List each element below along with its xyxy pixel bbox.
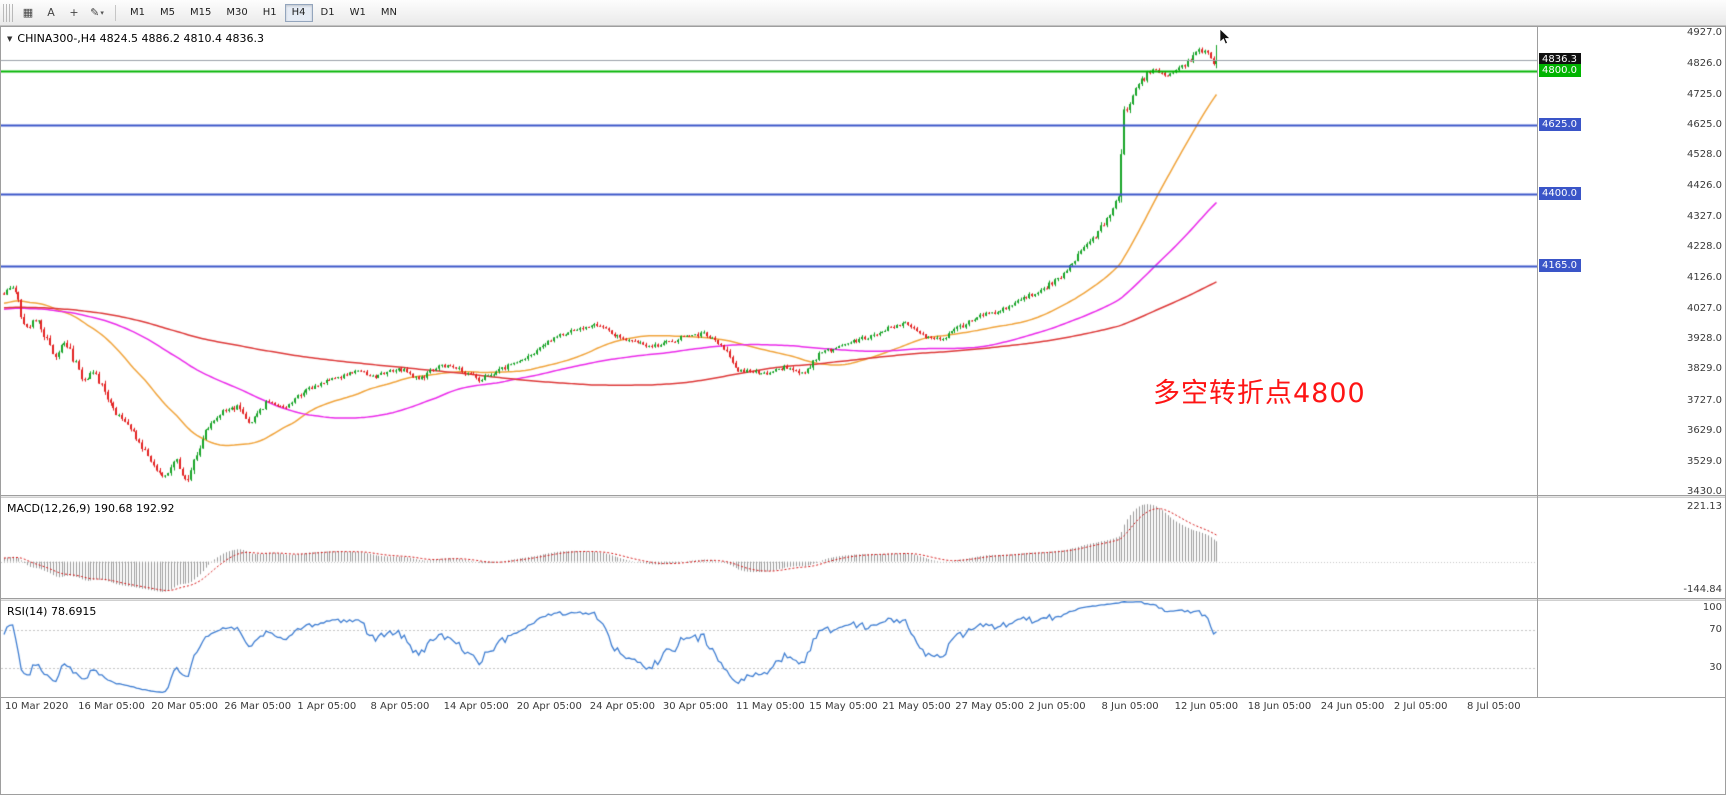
price-badge: 4400.0	[1539, 187, 1581, 201]
chart-title: ▼ CHINA300-,H4 4824.5 4886.2 4810.4 4836…	[7, 32, 264, 45]
timeframe-w1-button[interactable]: W1	[343, 4, 373, 22]
chart-menu-icon[interactable]: ▼	[7, 34, 13, 43]
time-tick: 8 Jul 05:00	[1467, 701, 1521, 712]
time-tick: 21 May 05:00	[882, 701, 951, 712]
draw-tool-button[interactable]: ✎ ▾	[86, 3, 108, 23]
time-tick: 1 Apr 05:00	[297, 701, 357, 712]
tool-button-group: ▦ A + ✎ ▾	[17, 3, 108, 23]
price-tick: 4725.0	[1687, 88, 1722, 100]
timeframe-m15-button[interactable]: M15	[183, 4, 218, 22]
chart-grid-icon: ▦	[22, 6, 34, 19]
time-tick: 24 Apr 05:00	[589, 701, 655, 712]
timeframe-mn-button[interactable]: MN	[374, 4, 404, 22]
panel-splitter[interactable]	[1, 598, 1725, 601]
timeframe-h4-button[interactable]: H4	[284, 3, 313, 22]
price-tick: 4228.0	[1687, 241, 1722, 253]
price-badge: 4625.0	[1539, 118, 1581, 132]
rsi-axis-label: 70	[1709, 623, 1722, 635]
time-tick: 2 Jul 05:00	[1393, 701, 1448, 712]
chart-title-text: CHINA300-,H4 4824.5 4886.2 4810.4 4836.3	[17, 32, 265, 45]
price-tick: 4126.0	[1687, 272, 1722, 284]
price-scale[interactable]: 4927.0 4826.0 4725.0 4625.0 4528.0 4426.0 4327…	[1537, 27, 1726, 697]
timeframe-button-group: M1 M5 M15 M30 H1 H4 D1 W1 MN	[123, 3, 404, 22]
price-tick: 3529.0	[1687, 455, 1722, 467]
time-tick: 11 May 05:00	[736, 701, 805, 712]
crosshair-tool-button[interactable]: +	[63, 3, 85, 23]
macd-indicator-label: MACD(12,26,9) 190.68 192.92	[7, 502, 175, 515]
mouse-cursor	[1219, 29, 1231, 45]
text-tool-button[interactable]: A	[40, 3, 62, 23]
rsi-indicator-label: RSI(14) 78.6915	[7, 605, 97, 618]
price-tick: 3928.0	[1687, 333, 1722, 345]
time-tick: 30 Apr 05:00	[662, 701, 729, 712]
price-tick: 3629.0	[1687, 424, 1722, 436]
rsi-axis-label: 100	[1702, 602, 1722, 613]
draw-tool-icon: ✎	[90, 6, 100, 19]
toolbar-separator	[115, 4, 116, 21]
time-tick: 20 Apr 05:00	[516, 701, 582, 712]
macd-axis-min: -144.84	[1683, 584, 1722, 595]
time-tick: 10 Mar 2020	[5, 701, 69, 712]
time-tick: 27 May 05:00	[955, 701, 1024, 712]
timeframe-m30-button[interactable]: M30	[219, 4, 254, 22]
main-chart-canvas[interactable]	[1, 27, 1537, 495]
rsi-axis-label: 30	[1709, 662, 1722, 674]
time-axis[interactable]: 10 Mar 2020 16 Mar 05:00 20 Mar 05:00 26 Ma…	[1, 698, 1537, 718]
price-tick: 4528.0	[1687, 148, 1722, 160]
time-tick: 12 Jun 05:00	[1174, 701, 1239, 712]
price-tick: 4327.0	[1687, 210, 1722, 222]
price-tick: 4027.0	[1687, 302, 1722, 314]
macd-axis-max: 221.13	[1687, 501, 1722, 512]
price-tick: 4625.0	[1687, 119, 1722, 131]
price-tick: 4927.0	[1687, 26, 1722, 38]
time-tick: 8 Jun 05:00	[1101, 701, 1159, 712]
price-badge: 4165.0	[1539, 259, 1581, 273]
price-tick: 3727.0	[1687, 394, 1722, 406]
price-tick: 4426.0	[1687, 180, 1722, 192]
time-axis-border	[1, 697, 1725, 698]
chart-annotation[interactable]: 多空转折点4800	[1153, 378, 1366, 409]
time-tick: 14 Apr 05:00	[443, 701, 509, 712]
timeframe-m5-button[interactable]: M5	[153, 4, 182, 22]
chart-grid-button[interactable]: ▦	[17, 3, 39, 23]
price-tick: 3430.0	[1687, 485, 1722, 497]
time-tick: 24 Jun 05:00	[1320, 701, 1385, 712]
time-tick: 16 Mar 05:00	[78, 701, 145, 712]
time-tick: 20 Mar 05:00	[151, 701, 218, 712]
time-tick: 15 May 05:00	[809, 701, 878, 712]
rsi-panel-canvas[interactable]	[1, 601, 1537, 697]
price-badge: 4800.0	[1539, 64, 1581, 78]
top-toolbar: ▦ A + ✎ ▾ M1 M5 M15 M30 H1 H4 D1 W1 MN	[0, 0, 1726, 26]
time-tick: 26 Mar 05:00	[224, 701, 292, 712]
toolbar-grip-icon[interactable]	[3, 3, 13, 22]
time-tick: 8 Apr 05:00	[370, 701, 430, 712]
crosshair-tool-icon: +	[69, 6, 79, 19]
price-tick: 4826.0	[1687, 57, 1722, 69]
panel-splitter[interactable]	[1, 495, 1725, 498]
chevron-down-icon: ▾	[100, 8, 104, 17]
time-tick: 2 Jun 05:00	[1028, 701, 1086, 712]
price-tick: 3829.0	[1687, 363, 1722, 375]
text-tool-icon: A	[47, 6, 55, 19]
macd-panel-canvas[interactable]	[1, 498, 1537, 598]
timeframe-m1-button[interactable]: M1	[123, 4, 152, 22]
chart-window: ▼ CHINA300-,H4 4824.5 4886.2 4810.4 4836…	[0, 26, 1726, 795]
timeframe-d1-button[interactable]: D1	[314, 4, 342, 22]
timeframe-h1-button[interactable]: H1	[256, 4, 284, 22]
time-tick: 18 Jun 05:00	[1247, 701, 1312, 712]
price-badge: 4836.3	[1539, 53, 1581, 67]
